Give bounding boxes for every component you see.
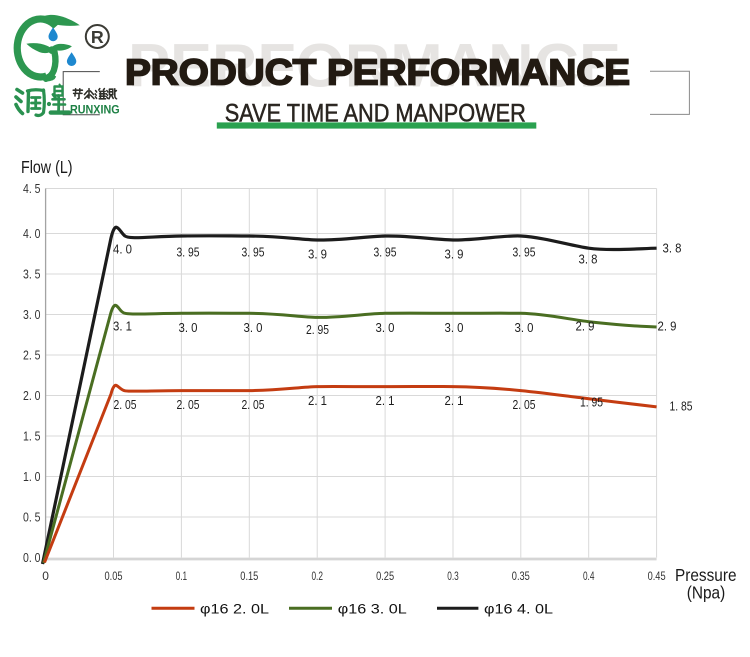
svg-text:0.2: 0.2 [311,569,323,583]
svg-text:3. 1: 3. 1 [113,320,132,334]
svg-text:3. 5: 3. 5 [23,267,41,282]
svg-text:3. 0: 3. 0 [23,307,41,322]
svg-text:4. 0: 4. 0 [113,243,132,257]
svg-text:RUNXING: RUNXING [70,103,120,117]
svg-text:0. 0: 0. 0 [23,550,41,565]
svg-text:0.1: 0.1 [176,569,188,583]
svg-text:Pressure: Pressure [675,565,737,585]
svg-text:0.4: 0.4 [583,569,595,583]
svg-text:2. 05: 2. 05 [114,398,137,412]
svg-text:2. 9: 2. 9 [658,320,677,334]
svg-text:3. 8: 3. 8 [579,253,598,267]
svg-text:1. 5: 1. 5 [23,429,41,444]
svg-text:0.45: 0.45 [648,569,666,583]
svg-text:3. 95: 3. 95 [242,246,265,260]
svg-text:3. 8: 3. 8 [663,242,682,256]
svg-text:2. 0: 2. 0 [23,388,41,403]
svg-text:2. 5: 2. 5 [23,348,41,363]
svg-text:2. 1: 2. 1 [308,394,327,408]
svg-text:2. 1: 2. 1 [445,394,464,408]
svg-text:3. 9: 3. 9 [445,248,464,262]
svg-text:φ16 3. 0L: φ16 3. 0L [338,601,407,617]
svg-text:3. 0: 3. 0 [179,321,198,335]
svg-text:4. 5: 4. 5 [23,181,41,196]
svg-text:PRODUCT PERFORMANCE: PRODUCT PERFORMANCE [125,52,630,93]
svg-text:3. 95: 3. 95 [374,246,397,260]
svg-text:2. 05: 2. 05 [242,398,265,412]
svg-text:PERFORMANCE: PERFORMANCE [128,32,621,100]
svg-text:1. 0: 1. 0 [23,469,41,484]
svg-text:1. 95: 1. 95 [580,396,603,410]
svg-text:R: R [91,27,104,47]
svg-text:3. 9: 3. 9 [308,248,327,262]
svg-text:φ16 4. 0L: φ16 4. 0L [484,601,553,617]
svg-text:SAVE TIME AND MANPOWER: SAVE TIME AND MANPOWER [225,100,526,128]
svg-text:0.35: 0.35 [512,569,530,583]
svg-text:φ16 2. 0L: φ16 2. 0L [200,601,269,617]
svg-text:Flow (L): Flow (L) [21,157,73,177]
svg-text:0.3: 0.3 [447,569,459,583]
svg-text:3. 0: 3. 0 [376,321,395,335]
svg-text:2. 05: 2. 05 [513,398,536,412]
svg-text:0. 5: 0. 5 [23,510,41,525]
svg-text:2. 1: 2. 1 [376,394,395,408]
svg-text:0.25: 0.25 [376,569,394,583]
svg-text:2. 9: 2. 9 [576,320,595,334]
svg-text:(Npa): (Npa) [687,583,726,603]
svg-text:2. 95: 2. 95 [306,323,329,337]
svg-text:3. 0: 3. 0 [445,321,464,335]
svg-text:3. 0: 3. 0 [244,321,263,335]
svg-text:0.05: 0.05 [105,569,123,583]
svg-text:2. 05: 2. 05 [177,398,200,412]
svg-text:3. 95: 3. 95 [513,246,536,260]
svg-text:3. 95: 3. 95 [177,246,200,260]
svg-text:1. 85: 1. 85 [670,400,693,414]
svg-text:3. 0: 3. 0 [515,321,534,335]
svg-text:0.15: 0.15 [240,569,258,583]
svg-text:4. 0: 4. 0 [23,226,41,241]
svg-text:0: 0 [42,569,49,583]
